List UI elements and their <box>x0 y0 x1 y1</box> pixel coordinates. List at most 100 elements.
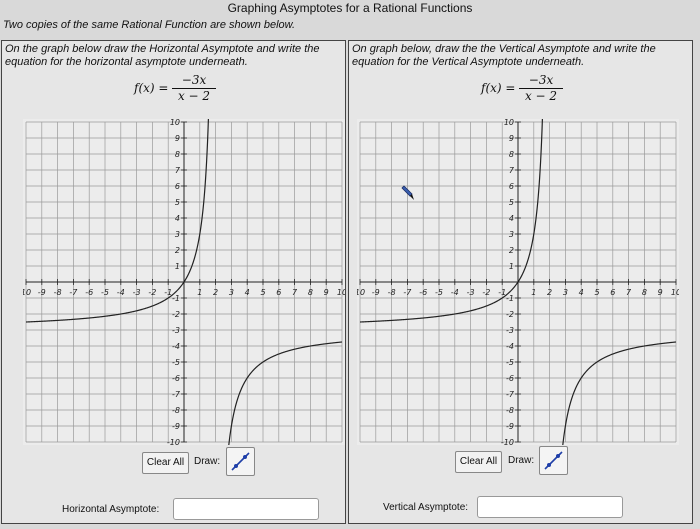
x-tick-label: -9 <box>38 288 46 297</box>
graph-canvas[interactable]: 10 -9 -8 -7 -6 -5 -4 -3 -2 -1 1 2 3 4 5 6 7 8 9 10 10 9 8 7 6 5 4 3… <box>357 119 679 445</box>
x-tick-label: 10 <box>23 288 31 297</box>
x-tick-label: 5 <box>594 288 599 297</box>
x-tick-label: -5 <box>435 288 443 297</box>
x-tick-label: 3 <box>229 288 234 297</box>
draw-line-tool-button[interactable] <box>226 447 255 476</box>
y-tick-label: 6 <box>509 182 514 191</box>
draw-label: Draw: <box>508 455 535 466</box>
y-tick-label: -10 <box>501 438 514 445</box>
y-tick-label: -6 <box>172 374 180 383</box>
y-tick-label: 7 <box>175 166 181 175</box>
y-tick-label: -5 <box>172 358 180 367</box>
y-tick-label: -6 <box>506 374 514 383</box>
function-numerator: −3x <box>528 73 554 87</box>
curve-left-branch <box>359 119 544 323</box>
line-tool-icon <box>231 452 250 471</box>
x-tick-label: 10 <box>337 288 345 297</box>
x-tick-label: 4 <box>579 288 584 297</box>
y-tick-label: -4 <box>506 342 514 351</box>
y-tick-label: -4 <box>172 342 180 351</box>
y-tick-label: -7 <box>506 390 515 399</box>
y-tick-label: 6 <box>175 182 180 191</box>
y-tick-label: 4 <box>175 214 180 223</box>
function-formula: f(x) = −3x x − 2 <box>481 73 571 106</box>
x-tick-label: 1 <box>531 288 536 297</box>
y-tick-label: 10 <box>504 119 514 127</box>
vertical-asymptote-input[interactable] <box>477 496 623 518</box>
x-tick-label: 4 <box>245 288 250 297</box>
x-tick-label: 10 <box>671 288 679 297</box>
horizontal-asymptote-input[interactable] <box>173 498 319 520</box>
y-tick-label: -10 <box>167 438 180 445</box>
y-tick-label: 2 <box>175 246 180 255</box>
y-tick-label: 9 <box>175 134 180 143</box>
clear-all-button[interactable]: Clear All <box>455 451 502 473</box>
y-tick-label: -9 <box>172 422 180 431</box>
draw-line-tool-button[interactable] <box>539 446 568 475</box>
y-tick-label: 10 <box>170 119 180 127</box>
y-tick-label: -3 <box>172 326 180 335</box>
y-tick-label: 1 <box>509 262 514 271</box>
curve-right-branch <box>228 341 343 445</box>
vertical-asymptote-panel: On graph below, draw the the Vertical As… <box>348 40 693 524</box>
y-tick-label: -8 <box>506 406 514 415</box>
y-tick-label: 9 <box>509 134 514 143</box>
x-tick-label: -5 <box>101 288 109 297</box>
x-tick-label: 2 <box>213 288 218 297</box>
x-tick-label: 10 <box>357 288 365 297</box>
y-tick-label: 7 <box>509 166 515 175</box>
x-tick-label: 6 <box>276 288 281 297</box>
instructions-text: On graph below, draw the the Vertical As… <box>352 43 656 68</box>
x-tick-label: -3 <box>133 288 141 297</box>
x-tick-label: 9 <box>324 288 329 297</box>
clear-all-button[interactable]: Clear All <box>142 452 189 474</box>
x-tick-label: -2 <box>482 288 490 297</box>
page-subtitle: Two copies of the same Rational Function… <box>3 19 296 31</box>
horizontal-asymptote-label: Horizontal Asymptote: <box>62 504 160 515</box>
draw-label: Draw: <box>194 456 221 467</box>
curve-left-branch <box>25 119 210 323</box>
x-tick-label: 5 <box>260 288 265 297</box>
y-tick-label: 4 <box>509 214 514 223</box>
pencil-cursor-icon <box>401 185 414 200</box>
x-tick-label: 2 <box>547 288 552 297</box>
y-tick-label: 1 <box>175 262 180 271</box>
y-tick-label: 3 <box>175 230 180 239</box>
vertical-asymptote-label: Vertical Asymptote: <box>383 502 469 513</box>
y-tick-label: 5 <box>175 198 180 207</box>
function-denominator: x − 2 <box>177 89 211 103</box>
x-tick-label: -1 <box>498 288 506 297</box>
y-tick-label: -8 <box>172 406 180 415</box>
y-tick-label: -2 <box>172 310 180 319</box>
x-tick-label: 7 <box>626 288 632 297</box>
x-tick-label: -3 <box>467 288 475 297</box>
x-tick-label: -6 <box>419 288 427 297</box>
x-tick-label: -7 <box>403 288 412 297</box>
function-lhs: f(x) = <box>134 81 169 95</box>
x-tick-label: 1 <box>197 288 202 297</box>
x-tick-label: 3 <box>563 288 568 297</box>
y-tick-label: 3 <box>509 230 514 239</box>
x-tick-label: -1 <box>164 288 172 297</box>
x-tick-label: -7 <box>69 288 78 297</box>
curve-right-branch <box>562 341 677 445</box>
fraction-bar <box>519 88 563 89</box>
y-tick-label: -2 <box>506 310 514 319</box>
x-tick-label: -9 <box>372 288 380 297</box>
x-tick-label: -4 <box>117 288 125 297</box>
function-formula: f(x) = −3x x − 2 <box>134 73 224 106</box>
y-tick-label: -1 <box>506 294 514 303</box>
y-tick-label: 2 <box>509 246 514 255</box>
y-tick-label: -3 <box>506 326 514 335</box>
horizontal-asymptote-panel: On the graph below draw the Horizontal A… <box>1 40 346 524</box>
x-tick-label: 9 <box>658 288 663 297</box>
x-tick-label: 8 <box>308 288 313 297</box>
y-tick-label: -1 <box>172 294 180 303</box>
x-tick-label: -8 <box>54 288 62 297</box>
y-tick-label: 5 <box>509 198 514 207</box>
graph-canvas[interactable]: 10 -9 -8 -7 -6 -5 -4 -3 -2 -1 1 2 3 4 5 6 7 8 9 10 10 9 8 7 6 5 4 3… <box>23 119 345 445</box>
x-tick-label: -4 <box>451 288 459 297</box>
y-tick-label: -5 <box>506 358 514 367</box>
function-numerator: −3x <box>181 73 207 87</box>
x-tick-label: -8 <box>388 288 396 297</box>
